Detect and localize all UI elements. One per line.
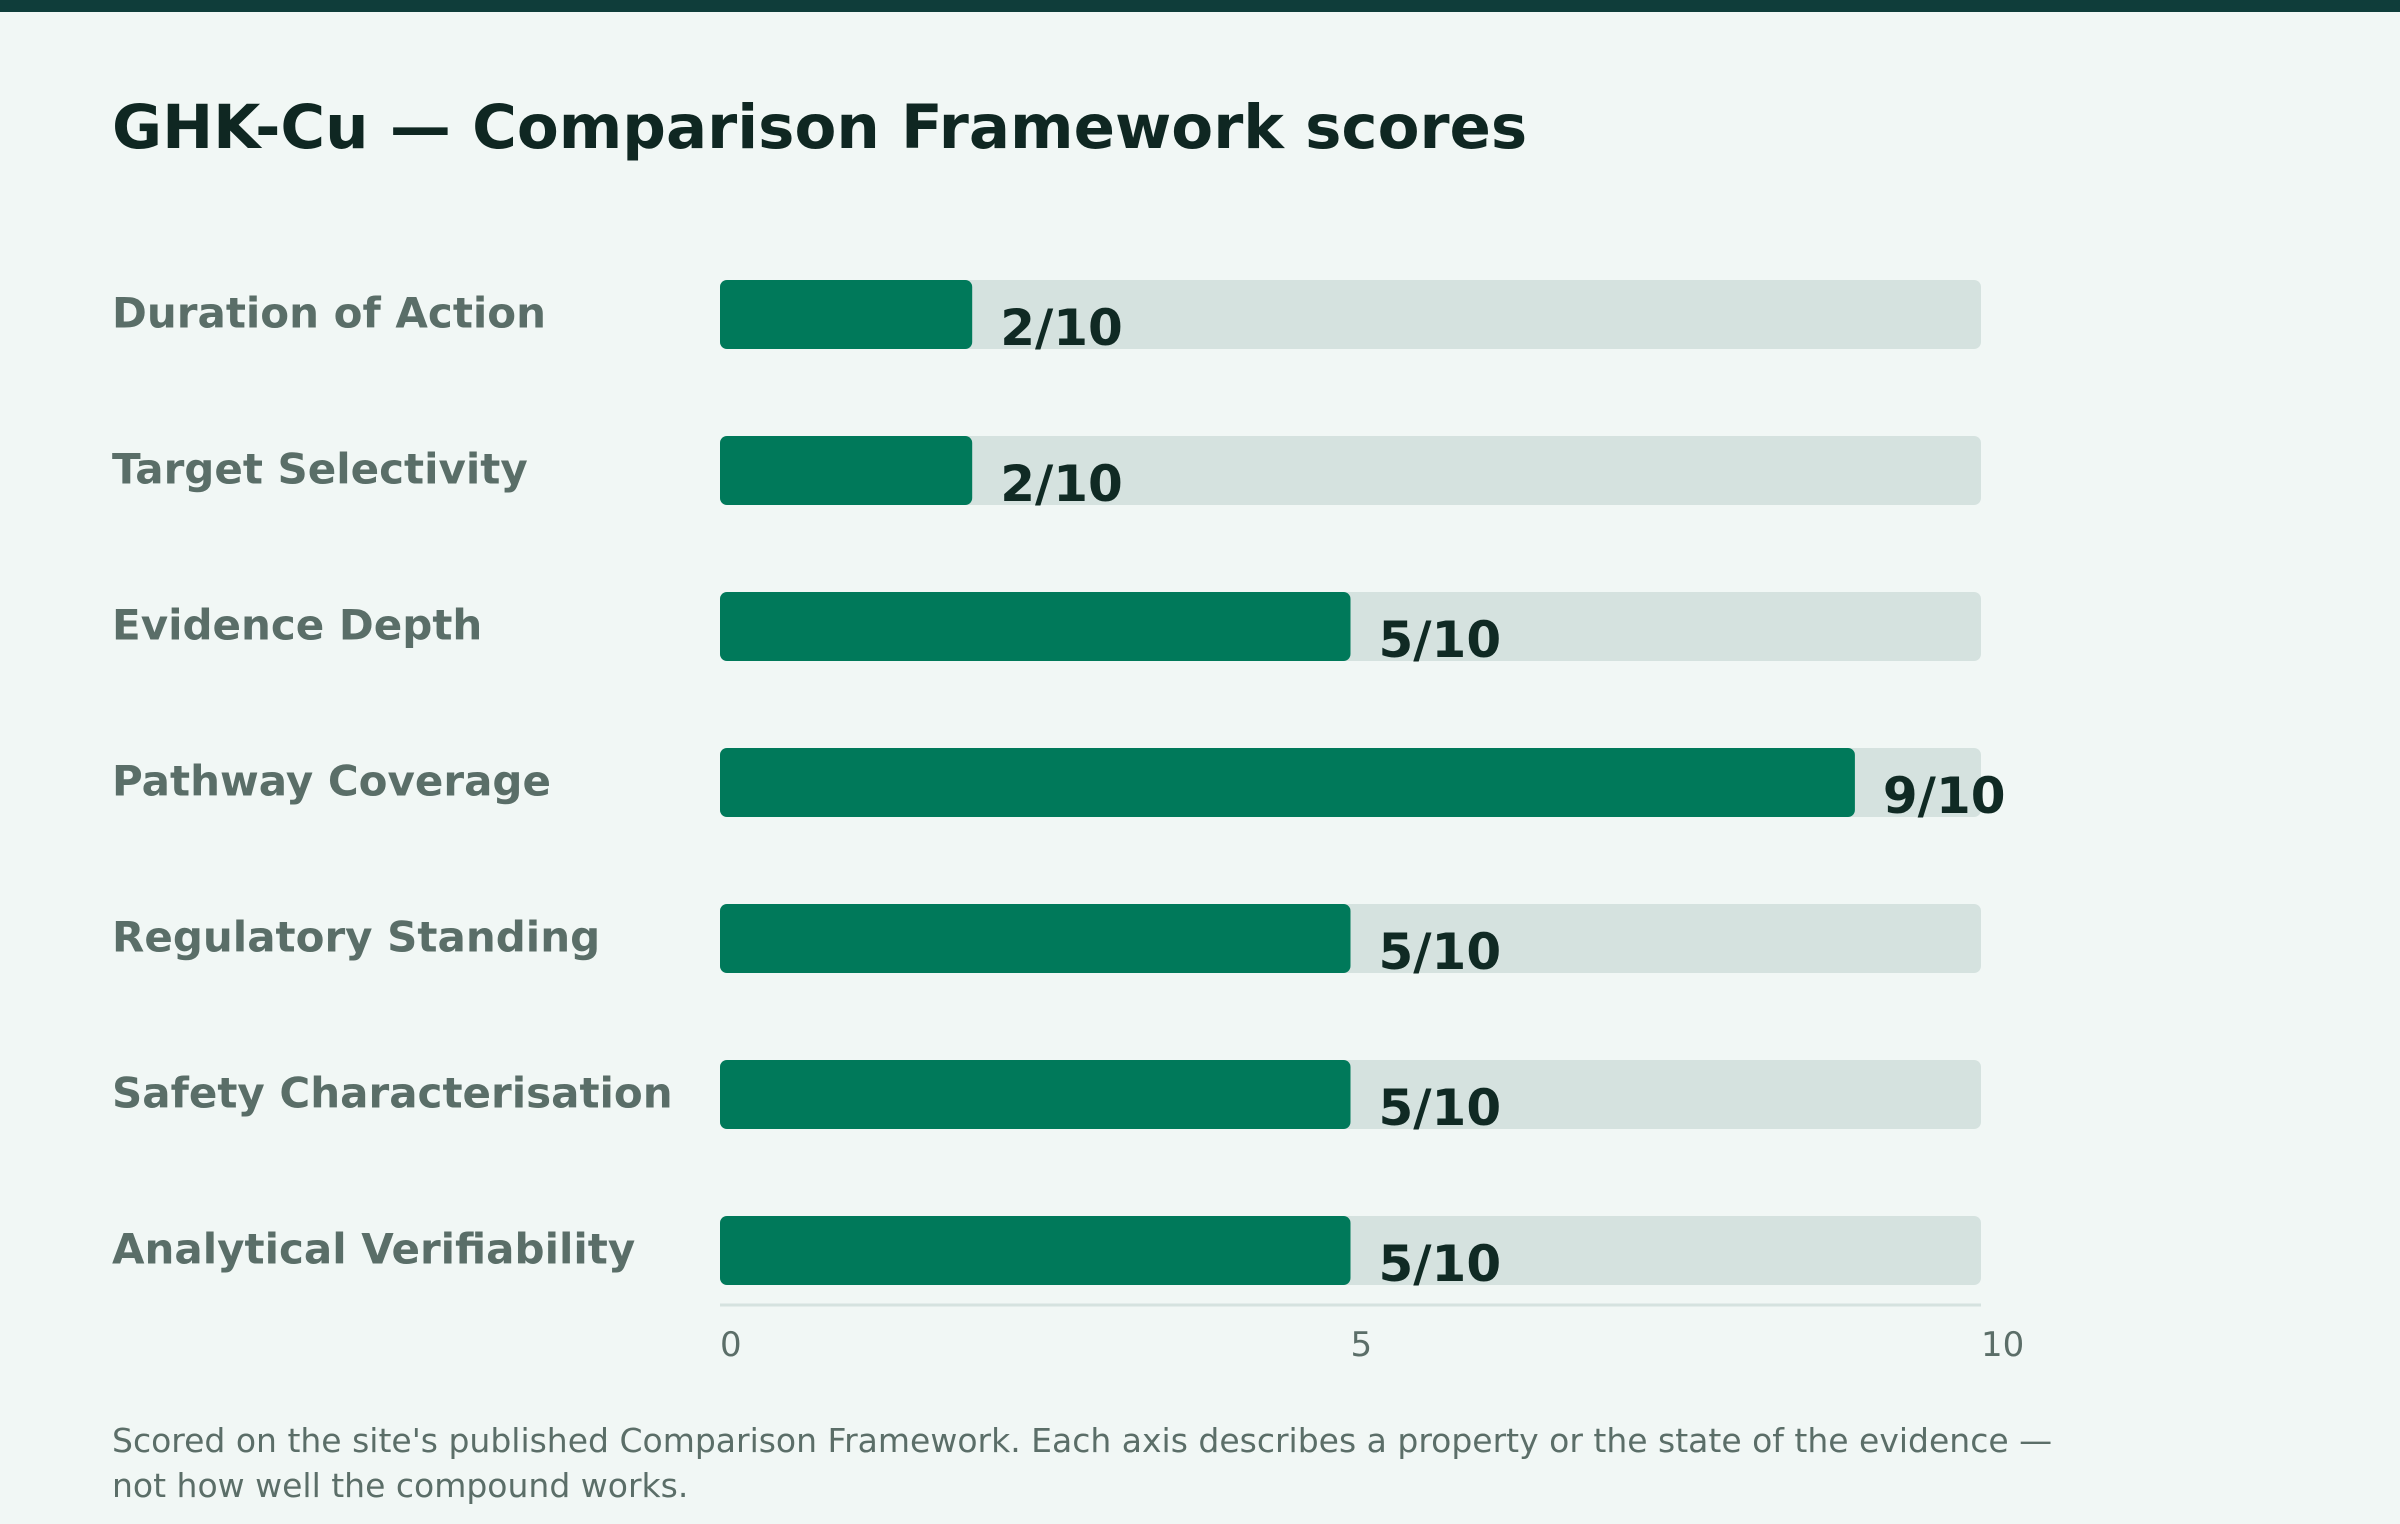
category-label: Pathway Coverage xyxy=(112,757,551,806)
bar xyxy=(720,904,1351,973)
value-label: 9/10 xyxy=(1883,767,2006,825)
bar xyxy=(720,592,1351,661)
category-label: Duration of Action xyxy=(112,289,546,338)
value-label: 5/10 xyxy=(1379,1235,1502,1293)
x-tick-label: 5 xyxy=(1351,1325,1373,1365)
bar-track xyxy=(720,436,1981,505)
chart-title: GHK-Cu — Comparison Framework scores xyxy=(112,92,1528,163)
bar xyxy=(720,280,973,349)
top-accent-strip xyxy=(0,0,2400,12)
category-label: Target Selectivity xyxy=(112,445,528,494)
value-label: 5/10 xyxy=(1379,1079,1502,1137)
value-label: 5/10 xyxy=(1379,611,1502,669)
x-tick-label: 0 xyxy=(720,1325,742,1365)
bar xyxy=(720,748,1855,817)
bar xyxy=(720,1216,1351,1285)
bar xyxy=(720,436,973,505)
value-label: 2/10 xyxy=(1000,455,1123,513)
value-label: 5/10 xyxy=(1379,923,1502,981)
bar-track xyxy=(720,280,1981,349)
bar-chart: Duration of Action 2/10 Target Selectivity… xyxy=(112,280,2024,1365)
category-label: Safety Characterisation xyxy=(112,1069,673,1118)
footnote: Scored on the site's published Compariso… xyxy=(112,1421,2053,1505)
bar xyxy=(720,1060,1351,1129)
category-label: Analytical Verifiability xyxy=(112,1225,635,1274)
value-label: 2/10 xyxy=(1000,299,1123,357)
category-label: Regulatory Standing xyxy=(112,913,600,962)
category-label: Evidence Depth xyxy=(112,601,482,650)
x-tick-label: 10 xyxy=(1981,1325,2024,1365)
